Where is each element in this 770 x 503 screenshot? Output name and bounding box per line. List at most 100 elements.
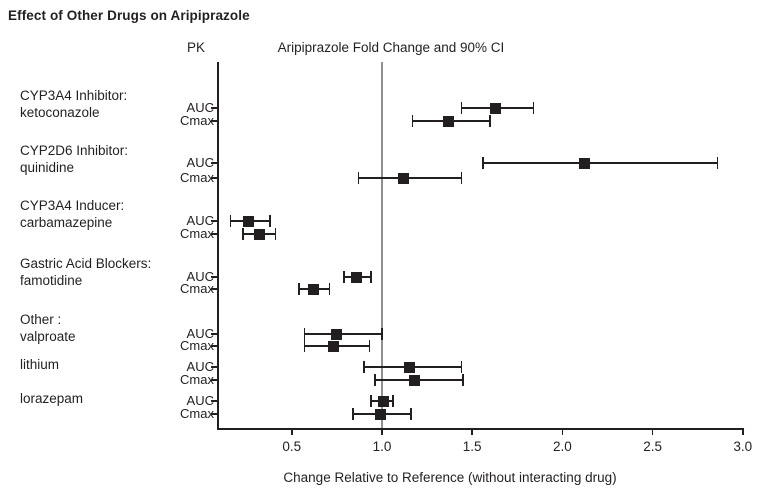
pk-row-label: AUC [186,213,214,228]
drug-label: famotidine [20,273,83,288]
category-label: CYP3A4 Inducer: [20,198,125,213]
point-marker [578,157,590,169]
pk-row-label: Cmax [180,406,214,421]
x-tick-label: 2.0 [553,439,572,454]
y-axis-line [217,62,219,428]
y-axis-tick [211,177,217,179]
ci-cap-low [373,374,376,386]
drug-label: lorazepam [20,391,84,406]
y-axis-tick [211,162,217,164]
point-marker [307,283,319,295]
point-marker [374,408,386,420]
ci-cap-high [716,157,719,169]
category-label: CYP3A4 Inhibitor: [20,88,128,103]
ci-cap-high [460,172,463,184]
pk-row-label: Cmax [180,226,214,241]
ci-cap-high [368,340,371,352]
ci-cap-low [303,328,306,340]
point-marker [331,328,343,340]
group-label: CYP3A4 Inhibitor: ketoconazole [20,87,127,121]
ci-cap-low [370,395,372,407]
ci-cap-low [357,172,360,184]
x-axis-line [217,428,744,430]
ci-bar [358,177,462,179]
pk-row-label: AUC [186,326,214,341]
reference-line [381,62,383,428]
drug-label: quinidine [20,160,75,175]
pk-row-label: AUC [186,359,214,374]
drug-label: valproate [20,329,76,344]
y-axis-tick [211,220,217,222]
pk-row-label: AUC [186,269,214,284]
y-axis-tick [211,233,217,235]
y-axis-tick [211,366,217,368]
ci-cap-high [381,328,383,340]
ci-cap-high [410,408,412,420]
point-marker [398,172,410,184]
ci-bar [483,162,718,164]
y-axis-tick [211,345,217,347]
x-axis-label: Change Relative to Reference (without in… [283,470,617,485]
pk-row-label: AUC [186,155,214,170]
drug-label: lithium [20,357,60,372]
ci-cap-high [274,228,277,240]
point-marker [351,271,363,283]
category-label: Gastric Acid Blockers: [20,256,152,271]
x-tick-label: 1.0 [372,439,392,454]
drug-label: ketoconazole [20,105,100,120]
ci-cap-low [482,157,484,169]
ci-cap-low [298,283,300,295]
pk-row-label: Cmax [180,170,214,185]
point-marker [253,228,265,240]
group-label: CYP3A4 Inducer: carbamazepine [20,197,124,231]
category-label: CYP2D6 Inhibitor: [20,143,129,158]
x-tick [471,428,473,435]
ci-bar [304,333,382,335]
y-axis-tick [211,276,217,278]
ci-cap-high [269,215,271,227]
point-marker [490,102,502,114]
ci-cap-high [370,271,372,283]
category-label: Other : [20,312,62,327]
group-label: CYP2D6 Inhibitor: quinidine [20,142,128,176]
ci-cap-low [352,408,354,420]
ci-cap-high [328,283,331,295]
pk-row-label: Cmax [180,338,214,353]
pk-row-label: AUC [186,100,214,115]
x-tick-label: 1.5 [462,439,482,454]
x-tick [651,428,654,435]
y-axis-tick [211,120,217,122]
point-marker [408,374,420,386]
x-tick-label: 2.5 [643,439,662,454]
x-tick [291,428,293,435]
x-tick [381,428,383,435]
pk-row-label: Cmax [180,372,214,387]
point-marker [327,340,339,352]
x-tick [742,428,744,435]
group-label: Other : valproate [20,311,76,345]
y-axis-tick [211,288,217,290]
plot-header: Aripiprazole Fold Change and 90% CI [277,40,505,55]
ci-cap-low [229,215,232,227]
ci-cap-low [411,115,414,127]
point-marker [243,215,254,227]
point-marker [403,361,415,373]
ci-cap-high [460,361,463,373]
ci-cap-low [242,228,244,240]
x-tick-label: 3.0 [733,439,753,454]
pk-row-label: Cmax [180,113,214,128]
x-tick [561,428,564,435]
y-axis-tick [211,400,217,402]
ci-cap-high [392,395,394,407]
ci-cap-high [489,115,492,127]
x-tick-label: 0.5 [282,439,302,454]
ci-cap-high [462,374,464,386]
ci-cap-high [532,102,535,114]
point-marker [378,395,390,407]
y-axis-tick [211,107,217,109]
point-marker [443,115,455,127]
y-axis-tick [211,333,217,335]
chart-title: Effect of Other Drugs on Aripiprazole [8,8,250,23]
ci-cap-low [303,340,306,352]
